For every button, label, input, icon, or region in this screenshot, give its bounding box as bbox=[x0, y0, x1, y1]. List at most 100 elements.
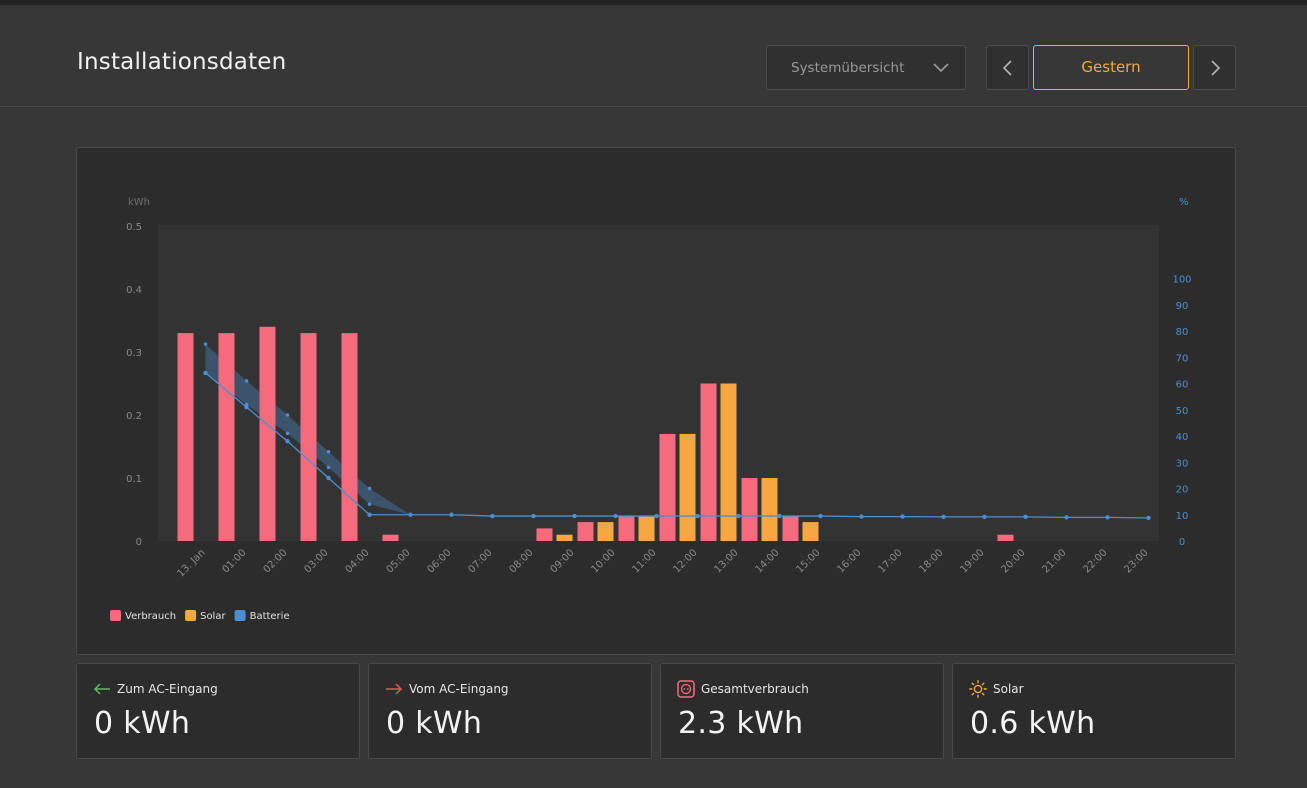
battery-point bbox=[572, 513, 577, 519]
page-title: Installationsdaten bbox=[77, 49, 287, 75]
x-tick-label: 11:00 bbox=[630, 547, 658, 575]
x-tick-label: 13. Jan bbox=[175, 547, 207, 579]
summary-card-from-ac-input: Vom AC-Eingang 0 kWh bbox=[368, 663, 652, 759]
y-axis-right-unit: % bbox=[1179, 197, 1189, 208]
battery-band-point bbox=[367, 502, 372, 507]
y-tick-right: 50 bbox=[1176, 406, 1189, 417]
battery-band-point bbox=[285, 413, 290, 417]
battery-point bbox=[654, 513, 659, 519]
x-tick-label: 17:00 bbox=[876, 547, 904, 575]
summary-label: Zum AC-Eingang bbox=[117, 682, 218, 696]
battery-point bbox=[244, 404, 249, 410]
x-tick-label: 21:00 bbox=[1040, 547, 1068, 575]
bar-verbrauch bbox=[997, 534, 1014, 541]
date-button[interactable]: Gestern bbox=[1033, 45, 1189, 90]
y-tick-left: 0.3 bbox=[126, 348, 142, 359]
socket-icon bbox=[677, 680, 695, 698]
battery-point bbox=[1105, 515, 1110, 520]
chevron-right-icon bbox=[1211, 60, 1221, 76]
bar-solar bbox=[802, 522, 819, 541]
summary-card-total-consumption: Gesamtverbrauch 2.3 kWh bbox=[660, 663, 944, 759]
x-tick-label: 14:00 bbox=[753, 547, 781, 575]
battery-point bbox=[818, 513, 823, 519]
battery-band-point bbox=[203, 342, 208, 346]
battery-point bbox=[695, 513, 700, 519]
bar-verbrauch bbox=[177, 333, 194, 541]
top-strip bbox=[0, 0, 1307, 5]
battery-point bbox=[449, 512, 454, 517]
x-tick-label: 19:00 bbox=[958, 547, 986, 575]
y-tick-right: 0 bbox=[1179, 537, 1185, 548]
bar-verbrauch bbox=[536, 528, 553, 541]
bar-verbrauch bbox=[382, 534, 399, 541]
x-tick-label: 04:00 bbox=[343, 547, 371, 575]
y-tick-left: 0 bbox=[136, 537, 142, 548]
battery-band-point bbox=[367, 486, 372, 491]
next-day-button[interactable] bbox=[1193, 45, 1236, 90]
y-tick-right: 70 bbox=[1176, 353, 1189, 364]
previous-day-button[interactable] bbox=[986, 45, 1029, 90]
x-tick-label: 16:00 bbox=[835, 547, 863, 575]
y-tick-right: 90 bbox=[1176, 301, 1189, 312]
summary-card-solar: Solar 0.6 kWh bbox=[952, 663, 1236, 759]
y-tick-right: 40 bbox=[1176, 432, 1189, 443]
plot-area bbox=[158, 225, 1159, 541]
battery-point bbox=[1023, 514, 1028, 520]
bar-verbrauch bbox=[741, 478, 758, 541]
battery-point bbox=[736, 513, 741, 519]
sun-icon bbox=[969, 680, 987, 698]
battery-point bbox=[1146, 515, 1151, 521]
battery-point bbox=[203, 370, 208, 376]
y-tick-right: 20 bbox=[1176, 485, 1189, 496]
battery-point bbox=[982, 514, 987, 520]
bar-verbrauch bbox=[700, 383, 717, 541]
y-tick-right: 10 bbox=[1176, 511, 1189, 522]
arrow-right-icon bbox=[386, 683, 403, 695]
bar-verbrauch bbox=[341, 333, 358, 541]
y-tick-right: 60 bbox=[1176, 380, 1189, 391]
x-tick-label: 13:00 bbox=[712, 547, 740, 575]
chart-panel: kWh % 0.5 0.4 0.3 0.2 0.1 0 100 90 80 70 60 50 40 30… bbox=[76, 147, 1236, 655]
x-tick-label: 07:00 bbox=[466, 547, 494, 575]
battery-point bbox=[531, 513, 536, 519]
x-tick-label: 03:00 bbox=[302, 547, 330, 575]
battery-point bbox=[613, 513, 618, 519]
legend-swatch bbox=[110, 610, 121, 621]
y-tick-right: 30 bbox=[1176, 458, 1189, 469]
battery-band-point bbox=[285, 431, 290, 436]
x-tick-label: 06:00 bbox=[425, 547, 453, 575]
battery-point bbox=[777, 513, 782, 519]
summary-value: 0 kWh bbox=[94, 706, 191, 741]
bar-solar bbox=[720, 383, 737, 541]
bar-solar bbox=[638, 515, 655, 541]
battery-point bbox=[941, 514, 946, 520]
summary-value: 0 kWh bbox=[386, 706, 483, 741]
summary-label: Solar bbox=[993, 682, 1024, 696]
x-tick-label: 08:00 bbox=[507, 547, 535, 575]
summary-value: 0.6 kWh bbox=[970, 706, 1096, 741]
x-tick-label: 20:00 bbox=[999, 547, 1027, 575]
battery-line bbox=[205, 372, 1149, 519]
view-select-label: Systemübersicht bbox=[791, 60, 905, 76]
battery-band-point bbox=[244, 379, 249, 383]
header: Installationsdaten Systemübersicht Geste… bbox=[0, 5, 1307, 107]
battery-point bbox=[285, 439, 290, 444]
x-tick-label: 01:00 bbox=[220, 547, 248, 575]
bar-verbrauch bbox=[659, 433, 676, 541]
bar-verbrauch bbox=[259, 326, 276, 541]
y-tick-left: 0.4 bbox=[126, 285, 142, 296]
x-tick-label: 09:00 bbox=[548, 547, 576, 575]
view-select[interactable]: Systemübersicht bbox=[766, 45, 966, 90]
chevron-left-icon bbox=[1002, 60, 1012, 76]
x-tick-label: 23:00 bbox=[1122, 547, 1150, 575]
bar-solar bbox=[761, 478, 778, 541]
bar-solar bbox=[679, 433, 696, 541]
battery-point bbox=[1064, 515, 1069, 520]
summary-label: Gesamtverbrauch bbox=[701, 682, 809, 696]
battery-point bbox=[859, 514, 864, 519]
bar-solar bbox=[556, 534, 573, 541]
battery-point bbox=[326, 475, 331, 481]
summary-value: 2.3 kWh bbox=[678, 706, 804, 741]
bar-verbrauch bbox=[577, 522, 594, 541]
battery-point bbox=[900, 514, 905, 519]
